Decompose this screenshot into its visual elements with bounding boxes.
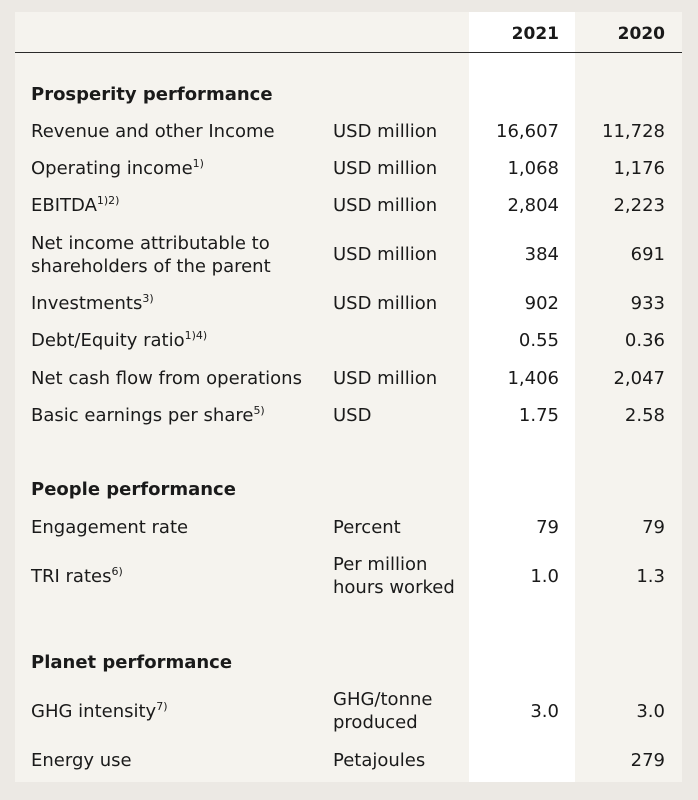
value-2021: 1,068 bbox=[507, 158, 559, 179]
value-2020: 279 bbox=[630, 750, 665, 771]
current-year-column-highlight bbox=[469, 12, 575, 782]
row-label: Operating income1) bbox=[31, 157, 204, 179]
row-label: EBITDA1)2) bbox=[31, 194, 120, 216]
row-unit: USD bbox=[333, 405, 372, 426]
value-2020: 79 bbox=[642, 517, 665, 538]
footnote-ref: 1)4) bbox=[184, 329, 208, 342]
value-2020: 1,176 bbox=[613, 158, 665, 179]
row-unit: USD million bbox=[333, 195, 438, 216]
value-2020: 3.0 bbox=[636, 701, 665, 722]
footnote-ref: 1)2) bbox=[96, 194, 120, 207]
row-label: Debt/Equity ratio1)4) bbox=[31, 329, 208, 351]
value-2020: 1.3 bbox=[636, 566, 665, 587]
footnote-ref: 5) bbox=[253, 404, 265, 417]
footnote-ref: 6) bbox=[111, 565, 123, 578]
row-label: GHG intensity7) bbox=[31, 700, 168, 722]
row-unit: USD million bbox=[333, 368, 438, 389]
year-header-2020: 2020 bbox=[617, 24, 665, 44]
row-unit: Petajoules bbox=[333, 750, 426, 771]
row-label: Revenue and other Income bbox=[31, 121, 275, 142]
value-2021: 16,607 bbox=[496, 121, 559, 142]
value-2021: 0.55 bbox=[518, 330, 559, 351]
value-2021: 902 bbox=[524, 293, 559, 314]
footnote-ref: 3) bbox=[142, 292, 154, 305]
row-label: Net income attributable to shareholders o… bbox=[31, 233, 271, 277]
row-unit: Percent bbox=[333, 517, 401, 538]
footnote-ref: 7) bbox=[156, 700, 168, 713]
row-label: Engagement rate bbox=[31, 517, 189, 538]
value-2020: 691 bbox=[630, 244, 665, 265]
value-2021: 1.75 bbox=[518, 405, 559, 426]
value-2021: 2,804 bbox=[507, 195, 559, 216]
row-unit: GHG/tonne produced bbox=[333, 689, 433, 733]
row-unit: Per million hours worked bbox=[333, 554, 455, 598]
row-unit: USD million bbox=[333, 244, 438, 265]
value-2020: 2,223 bbox=[613, 195, 665, 216]
section-title-prosperity: Prosperity performance bbox=[31, 84, 273, 105]
value-2020: 0.36 bbox=[624, 330, 665, 351]
row-label: Net cash flow from operations bbox=[31, 368, 302, 389]
value-2021: 79 bbox=[536, 517, 559, 538]
footnote-ref: 1) bbox=[192, 157, 204, 170]
value-2021: 1,406 bbox=[507, 368, 559, 389]
row-label: Basic earnings per share5) bbox=[31, 404, 265, 426]
row-label: Investments3) bbox=[31, 292, 154, 314]
row-unit: USD million bbox=[333, 158, 438, 179]
row-label: TRI rates6) bbox=[31, 565, 123, 587]
section-title-people: People performance bbox=[31, 479, 236, 500]
value-2021: 3.0 bbox=[530, 701, 559, 722]
value-2020: 11,728 bbox=[602, 121, 665, 142]
row-unit: USD million bbox=[333, 121, 438, 142]
value-2020: 933 bbox=[630, 293, 665, 314]
value-2020: 2.58 bbox=[624, 405, 665, 426]
value-2021: 1.0 bbox=[530, 566, 559, 587]
row-unit: USD million bbox=[333, 293, 438, 314]
value-2021: 384 bbox=[524, 244, 559, 265]
section-title-planet: Planet performance bbox=[31, 652, 233, 673]
value-2020: 2,047 bbox=[613, 368, 665, 389]
header-divider bbox=[15, 52, 682, 53]
year-header-2021: 2021 bbox=[511, 24, 559, 44]
row-label: Energy use bbox=[31, 750, 132, 771]
